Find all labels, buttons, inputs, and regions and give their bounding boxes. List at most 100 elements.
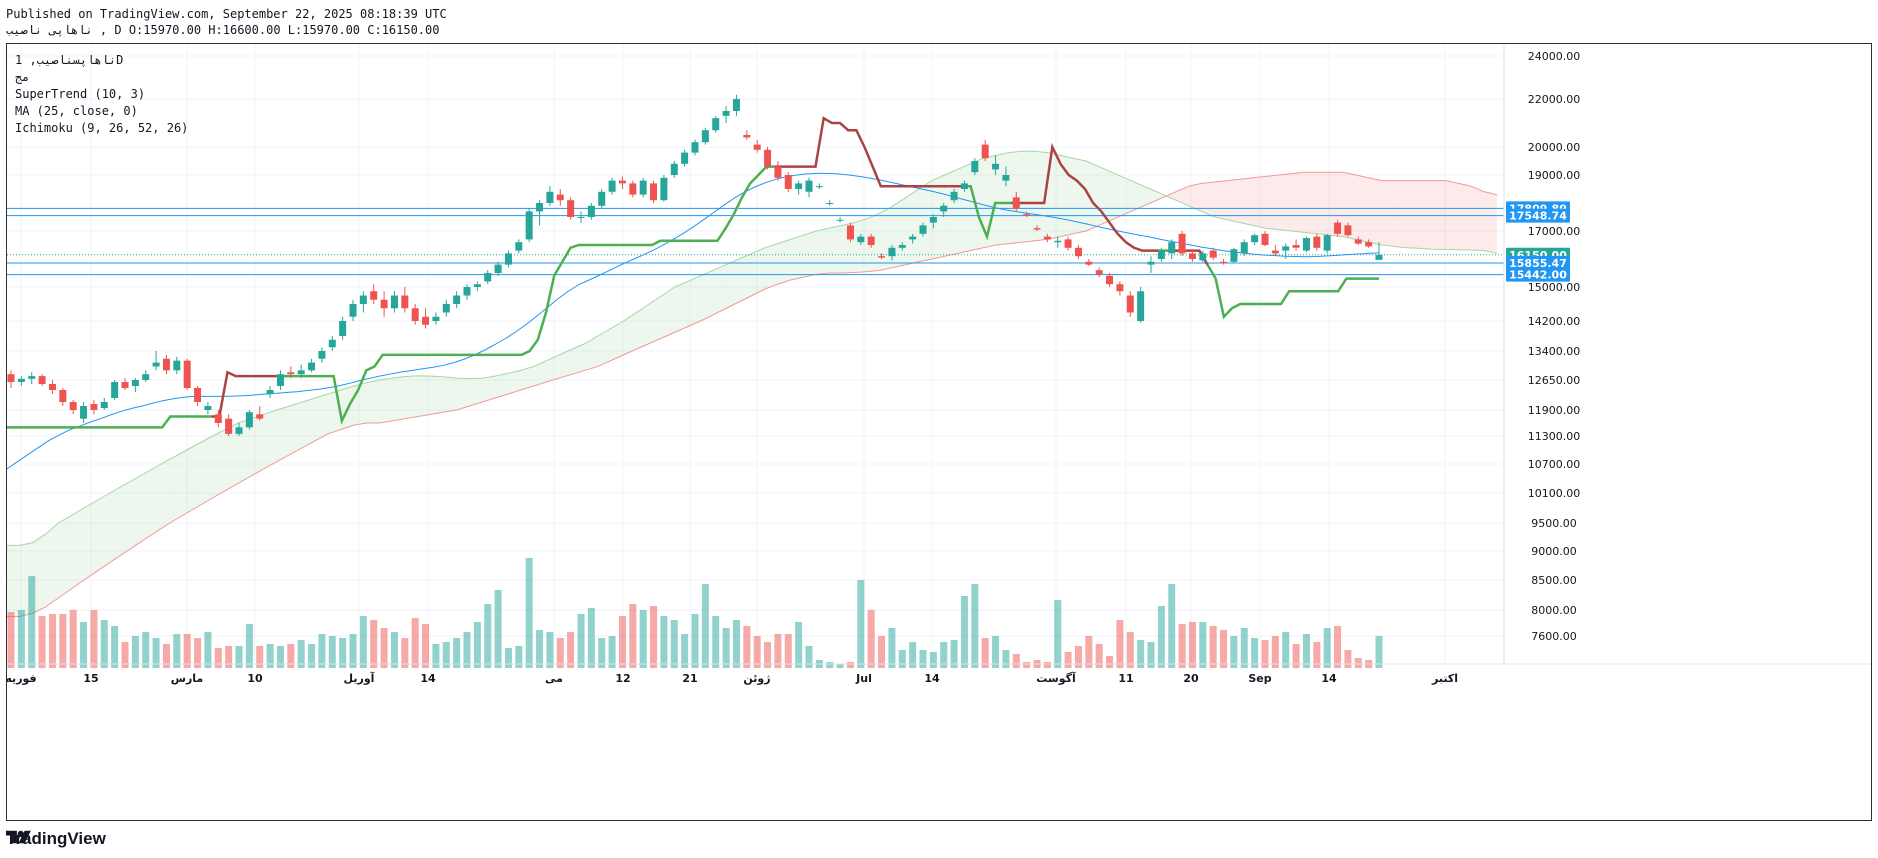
candle-body [1116, 284, 1124, 292]
ichimoku-cloud-segment [944, 169, 958, 257]
supertrend-line [962, 184, 1012, 241]
price-axis-label: 20000.00 [1528, 141, 1581, 154]
volume-bar [1126, 632, 1134, 668]
price-axis-label: 10700.00 [1528, 458, 1581, 471]
candle-body [1292, 245, 1300, 248]
legend-ichimoku[interactable]: Ichimoku (9, 26, 52, 26) [15, 121, 189, 135]
volume-bar [691, 614, 699, 668]
candle-body [608, 180, 616, 192]
candle-body [142, 374, 150, 380]
ichimoku-cloud-segment [430, 376, 444, 415]
candle-body [1126, 295, 1134, 313]
candle-body [732, 99, 740, 111]
candle-body [380, 299, 388, 309]
volume-bar [453, 638, 461, 668]
candle-body [784, 175, 792, 189]
ichimoku-cloud-segment [752, 247, 765, 296]
chart-frame[interactable]: 24000.00 22000.00 20000.00 19000.00 17000.00… [6, 43, 1872, 821]
volume-bar [898, 650, 906, 668]
time-axis-label: آوریل [344, 671, 375, 685]
candle-body [1240, 242, 1248, 254]
price-tag-label: 15855.47 [1509, 257, 1567, 270]
ichimoku-cloud-segment [1330, 172, 1343, 237]
volume-bar [1074, 646, 1082, 668]
ichimoku-cloud-segment [148, 464, 162, 537]
candle-body [1074, 247, 1082, 257]
price-axis-label: 22000.00 [1528, 93, 1581, 106]
ichimoku-cloud-segment [45, 523, 59, 607]
ichimoku-cloud-segment [893, 197, 907, 268]
volume-bar [1230, 636, 1238, 668]
publish-header: Published on TradingView.com, September … [6, 6, 447, 38]
price-axis-label: 15000.00 [1528, 281, 1581, 294]
volume-bar [432, 644, 440, 668]
ichimoku-cloud-segment [96, 493, 110, 572]
candle-body [971, 161, 979, 173]
volume-bar [1054, 600, 1062, 668]
price-axis-label: 9500.00 [1531, 517, 1577, 530]
candle-body [1354, 239, 1362, 244]
volume-bar [556, 638, 564, 668]
candle-body [774, 166, 782, 178]
candle-body [17, 378, 25, 382]
time-axis-label: فوریه [7, 672, 37, 685]
ichimoku-cloud-segment [71, 508, 85, 589]
candle-body [442, 304, 450, 313]
price-axis-label: 8000.00 [1531, 604, 1577, 617]
ichimoku-cloud-segment [1342, 172, 1356, 240]
ichimoku-cloud-segment [1073, 158, 1086, 234]
ichimoku-cloud-segment [906, 189, 919, 265]
candle-body [805, 180, 813, 192]
volume-bar [1064, 652, 1072, 668]
volume-bar [1199, 622, 1207, 668]
candle-body [929, 217, 937, 223]
candle-body [1230, 249, 1238, 262]
supertrend-line [1011, 142, 1159, 252]
candle-body [1002, 175, 1010, 181]
time-axis-label: 12 [615, 672, 630, 685]
ichimoku-cloud-segment [289, 402, 303, 455]
legend-supertrend[interactable]: SuperTrend (10, 3) [15, 87, 146, 101]
candle-body [846, 225, 854, 240]
volume-bar [567, 632, 575, 668]
ichimoku-cloud-segment [1124, 177, 1138, 215]
ichimoku-cloud-segment [1394, 180, 1408, 248]
volume-bar [308, 644, 316, 668]
legend-ma[interactable]: MA (25, close, 0) [15, 104, 138, 118]
ichimoku-cloud-segment [662, 287, 675, 338]
ichimoku-cloud-segment [816, 228, 830, 275]
candle-body [401, 295, 409, 309]
volume-bar [142, 632, 150, 668]
candle-body [1054, 240, 1062, 243]
ichimoku-cloud-segment [1471, 186, 1485, 251]
ichimoku-cloud-segment [353, 382, 367, 426]
candle-body [878, 256, 886, 258]
candle-body [577, 217, 585, 218]
time-axis-label: Jul [855, 672, 872, 685]
candle-body [712, 118, 720, 131]
time-axis-label: 10 [247, 672, 263, 685]
ichimoku-cloud-segment [302, 398, 316, 448]
price-axis-label: 7600.00 [1531, 630, 1577, 643]
volume-bar [1188, 622, 1196, 668]
candle-body [857, 236, 865, 243]
volume-bar [1137, 640, 1145, 668]
volume-bar [1106, 656, 1114, 668]
ichimoku-cloud-segment [764, 243, 778, 290]
volume-bar [173, 634, 181, 668]
ichimoku-cloud-segment [636, 304, 650, 350]
ichimoku-cloud-segment [713, 264, 727, 315]
candlestick-chart[interactable]: 24000.00 22000.00 20000.00 19000.00 17000.00… [7, 44, 1871, 820]
candle-body [660, 177, 668, 201]
ichimoku-cloud-segment [456, 378, 470, 410]
candle-body [59, 390, 67, 402]
legend-symbol: ناهاپسناصیب, 1D [15, 53, 124, 67]
price-axis-label: 11900.00 [1528, 404, 1581, 417]
candle-body [80, 406, 88, 419]
ichimoku-cloud-segment [777, 239, 791, 285]
candle-body [256, 414, 264, 419]
candle-body [650, 183, 658, 201]
volume-bar [1334, 626, 1342, 668]
ichimoku-cloud-segment [1291, 172, 1305, 233]
price-axis-label: 17000.00 [1528, 225, 1581, 238]
